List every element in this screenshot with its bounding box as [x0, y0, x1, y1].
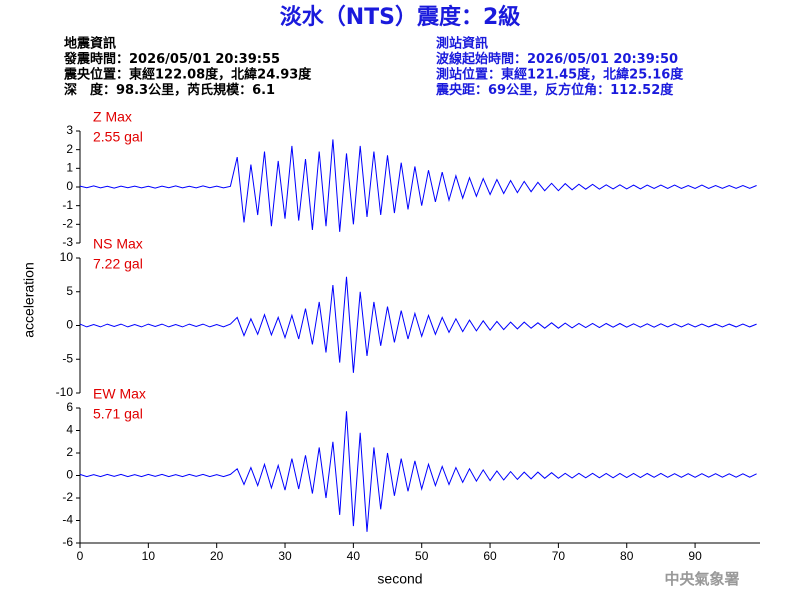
y-tick-label: -10 [56, 385, 74, 399]
x-tick-label: 40 [347, 549, 361, 563]
y-tick-label: 6 [66, 400, 73, 414]
info-left: 震央位置：東經122.08度，北緯24.93度 [63, 67, 312, 83]
y-tick-label: 5 [66, 284, 73, 298]
y-tick-label: 3 [66, 123, 73, 137]
panel-max: 2.55 gal [93, 129, 143, 145]
x-tick-label: 0 [77, 549, 84, 563]
x-tick-label: 20 [210, 549, 224, 563]
chart-title: 淡水（NTS）震度：2級 [280, 4, 521, 30]
info-right: 波線起始時間：2026/05/01 20:39:50 [436, 51, 678, 67]
info-left: 深 度：98.3公里，芮氏規模：6.1 [64, 82, 275, 98]
y-tick-label: 0 [66, 318, 73, 332]
panel-name: EW Max [93, 386, 146, 402]
y-tick-label: -2 [62, 490, 73, 504]
y-tick-label: 0 [66, 179, 73, 193]
y-axis-label: acceleration [21, 262, 37, 338]
waveform [79, 411, 757, 532]
waveform [79, 276, 757, 373]
x-tick-label: 60 [483, 549, 497, 563]
panel-max: 5.71 gal [93, 406, 143, 422]
x-tick-label: 30 [278, 549, 292, 563]
y-tick-label: 10 [60, 250, 74, 264]
y-tick-label: 1 [66, 161, 73, 175]
x-tick-label: 10 [142, 549, 156, 563]
x-tick-label: 50 [415, 549, 429, 563]
y-tick-label: 2 [66, 445, 73, 459]
x-tick-label: 80 [620, 549, 634, 563]
y-tick-label: -3 [62, 235, 73, 249]
panel-name: NS Max [93, 236, 143, 252]
y-tick-label: 4 [66, 423, 73, 437]
y-tick-label: -6 [62, 535, 73, 549]
waveform [79, 139, 757, 232]
info-right: 震央距：69公里，反方位角：112.52度 [435, 82, 674, 98]
y-tick-label: -4 [62, 513, 73, 527]
info-left: 發震時間：2026/05/01 20:39:55 [63, 51, 280, 67]
info-right: 測站資訊 [436, 36, 488, 52]
info-right: 測站位置：東經121.45度，北緯25.16度 [436, 67, 684, 83]
y-tick-label: -1 [62, 198, 73, 212]
y-tick-label: 2 [66, 142, 73, 156]
y-tick-label: -5 [62, 351, 73, 365]
y-tick-label: 0 [66, 468, 73, 482]
y-tick-label: -2 [62, 217, 73, 231]
x-tick-label: 70 [552, 549, 566, 563]
x-axis-label: second [377, 571, 422, 587]
footer: 中央氣象署 [664, 570, 739, 588]
panel-max: 7.22 gal [93, 256, 143, 272]
info-left: 地震資訊 [64, 36, 116, 52]
x-tick-label: 90 [688, 549, 702, 563]
panel-name: Z Max [93, 109, 132, 125]
